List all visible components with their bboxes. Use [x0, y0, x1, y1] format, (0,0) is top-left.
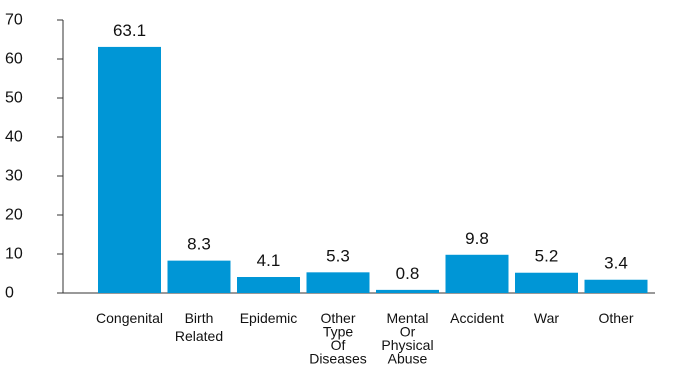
y-tick-label: 40 — [5, 129, 23, 146]
y-tick-label: 60 — [5, 51, 23, 68]
x-category-label: Congenital — [96, 310, 163, 326]
x-category-label: Other Type Of Diseases — [309, 310, 367, 367]
bar-value-label: 0.8 — [396, 264, 420, 283]
x-category-label: Mental Or Physical Abuse — [381, 310, 433, 367]
y-tick-label: 10 — [5, 246, 23, 263]
category-labels-group: Congenital Birth Related Epidemic Other Type O… — [96, 310, 634, 367]
y-tick-label: 50 — [5, 90, 23, 107]
bar-value-label: 9.8 — [465, 229, 489, 248]
y-tick-label: 70 — [5, 12, 23, 29]
bar-value-label: 5.2 — [535, 247, 559, 266]
x-category-label: Epidemic — [240, 310, 298, 326]
bar — [584, 279, 648, 293]
bars-group — [98, 46, 648, 293]
bar — [306, 272, 370, 293]
y-tick-label: 0 — [5, 285, 14, 302]
y-tick-label: 30 — [5, 168, 23, 185]
bar — [237, 277, 300, 293]
bar — [515, 272, 578, 293]
bar — [98, 46, 161, 293]
bar-value-label: 63.1 — [113, 21, 146, 40]
bar-value-label: 3.4 — [604, 254, 628, 273]
bar — [376, 289, 439, 293]
x-category-label: War — [534, 310, 559, 326]
bar — [167, 260, 231, 293]
x-category-label: Other — [598, 310, 633, 326]
data-labels-group: 63.1 8.3 4.1 5.3 0.8 9.8 5.2 3.4 — [113, 21, 628, 283]
bar — [445, 254, 509, 293]
bar-value-label: 8.3 — [187, 235, 211, 254]
x-category-label: Birth Related — [175, 310, 223, 344]
x-category-label: Accident — [450, 310, 504, 326]
y-tick-label: 20 — [5, 207, 23, 224]
y-axis-ticks: 0 10 20 30 40 50 60 70 — [5, 12, 63, 302]
bar-value-label: 5.3 — [326, 246, 350, 265]
bar-value-label: 4.1 — [257, 251, 281, 270]
